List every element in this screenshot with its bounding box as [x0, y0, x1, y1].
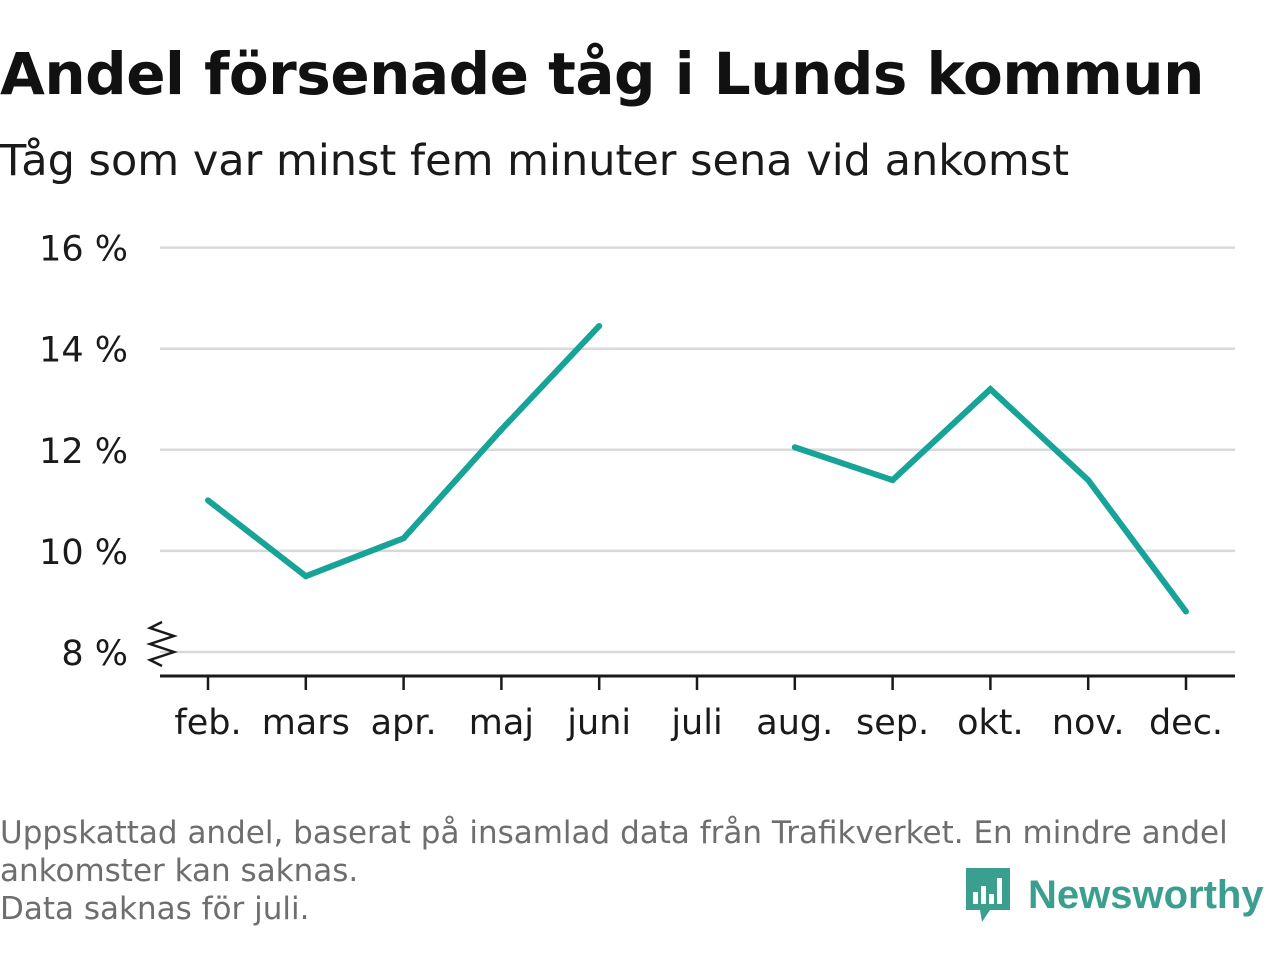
data-point [1085, 477, 1092, 484]
data-point [987, 386, 994, 393]
x-tick-label: okt. [957, 703, 1024, 743]
data-point [400, 535, 407, 542]
data-point [1183, 608, 1189, 615]
data-point [889, 477, 896, 484]
x-tick-label: nov. [1052, 703, 1125, 743]
footnote-line: ankomster kan saknas. [0, 853, 359, 889]
data-point [205, 497, 211, 504]
data-point [791, 444, 798, 451]
chart-title: Andel försenade tåg i Lunds kommun [0, 40, 1204, 108]
x-tick-label: maj [469, 703, 534, 743]
x-tick-label: juni [566, 703, 631, 743]
gridlines [160, 246, 1235, 654]
x-tick-label: dec. [1149, 703, 1223, 743]
y-tick-label: 14 % [39, 331, 128, 371]
brand-name: Newsworthy [1028, 872, 1264, 917]
data-point [302, 573, 309, 580]
y-tick-label: 12 % [39, 432, 128, 472]
series-line [793, 385, 1189, 614]
footnote: Uppskattad andel, baserat på insamlad da… [0, 814, 1270, 928]
y-tick-label: 8 % [61, 634, 128, 674]
x-tick-label: mars [262, 703, 350, 743]
x-axis-labels: feb. mars apr. maj juni juli aug. sep. okt. nov. d… [174, 703, 1223, 743]
x-tick-label: juli [670, 703, 722, 743]
x-tick-label: feb. [174, 703, 241, 743]
x-tick-label: sep. [856, 703, 929, 743]
footnote-line: Uppskattad andel, baserat på insamlad da… [0, 815, 1228, 851]
axis-break-icon [146, 620, 178, 668]
y-axis-labels: 8 % 10 % 12 % 14 % 16 % [39, 230, 128, 674]
data-point [498, 426, 505, 433]
data-series [205, 322, 1189, 615]
y-tick-label: 16 % [39, 230, 128, 270]
data-point [596, 322, 603, 329]
x-tick-label: aug. [756, 703, 833, 743]
x-tick-label: apr. [371, 703, 437, 743]
footnote-line: Data saknas för juli. [0, 891, 310, 927]
brand: Newsworthy [962, 864, 1264, 926]
x-axis [146, 620, 1235, 690]
y-tick-label: 10 % [39, 533, 128, 573]
newsworthy-logo-icon [966, 868, 1010, 922]
chart-subtitle: Tåg som var minst fem minuter sena vid a… [0, 136, 1070, 186]
